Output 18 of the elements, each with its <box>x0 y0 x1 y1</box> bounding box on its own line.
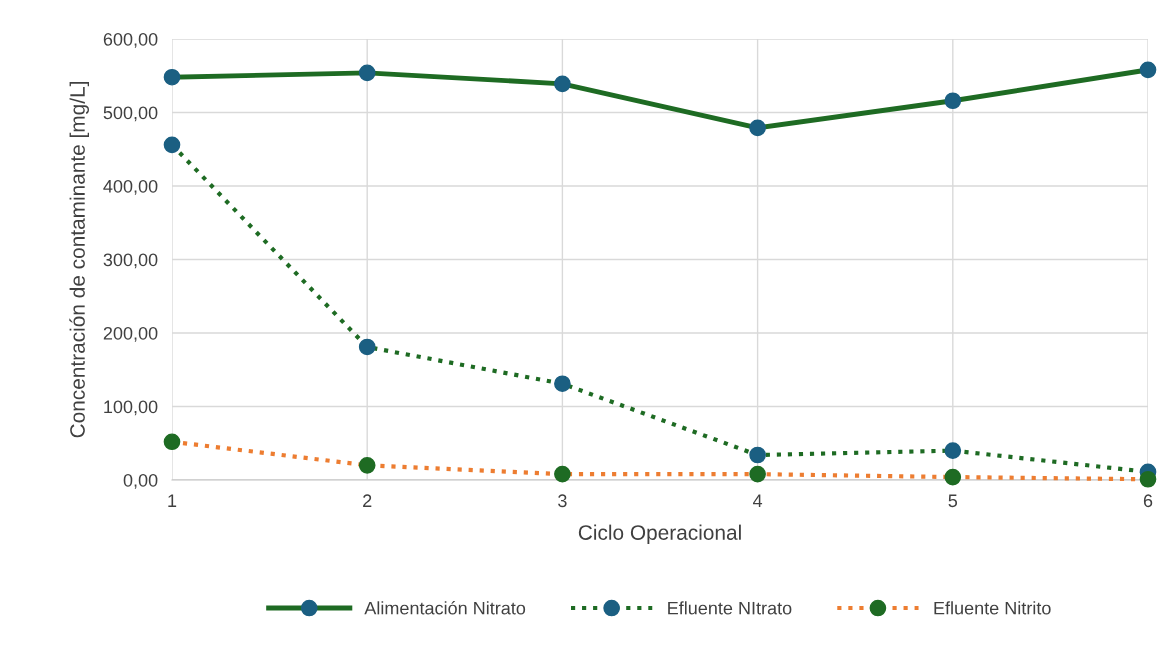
x-axis-title: Ciclo Operacional <box>578 524 741 545</box>
y-tick-label: 100,00 <box>104 400 158 416</box>
x-tick-label: 1 <box>168 494 177 507</box>
x-tick-label: 5 <box>948 494 958 508</box>
y-tick-label: 400,00 <box>103 179 158 195</box>
y-tick-label: 600,00 <box>103 32 158 48</box>
y-tick-label: 300,00 <box>103 253 158 269</box>
legend-label: Alimentación Nitrato <box>364 601 526 615</box>
legend-label: Efluente Nitrito <box>934 601 1051 615</box>
y-tick-label: 500,00 <box>103 106 158 122</box>
x-tick-label: 3 <box>558 494 567 508</box>
legend-label: Efluente NItrato <box>668 601 792 615</box>
y-tick-label: 200,00 <box>103 326 158 342</box>
x-tick-label: 6 <box>1143 494 1153 508</box>
x-tick-label: 4 <box>752 494 763 507</box>
x-tick-label: 2 <box>363 494 372 507</box>
y-axis-title: Concentración de contaminante [mg/L] <box>69 82 89 438</box>
y-tick-label: 0,00 <box>123 473 158 489</box>
